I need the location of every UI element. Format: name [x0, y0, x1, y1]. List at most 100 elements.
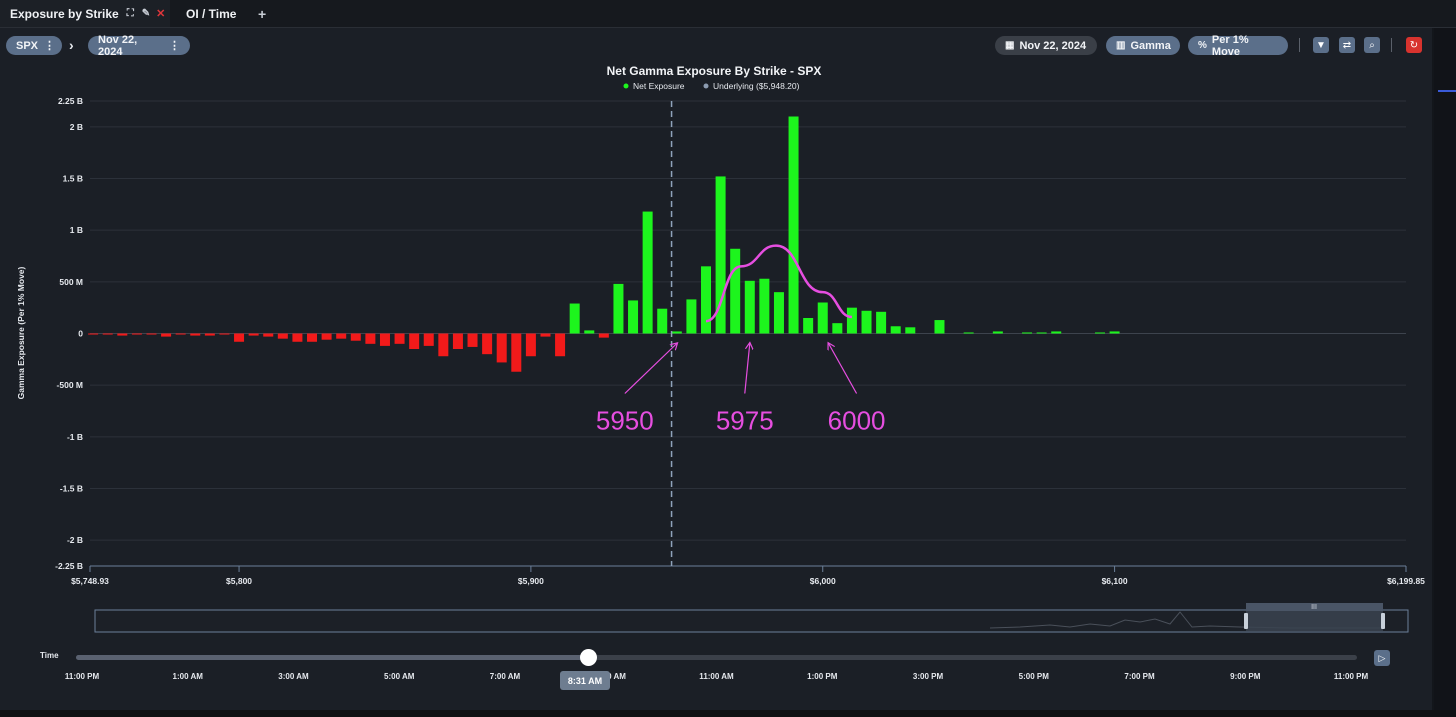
- bar[interactable]: [1051, 331, 1062, 334]
- bar[interactable]: [934, 320, 945, 334]
- bar[interactable]: [452, 333, 463, 350]
- bar[interactable]: [861, 310, 872, 334]
- bar[interactable]: [336, 333, 347, 339]
- navigator-grip[interactable]: [1246, 603, 1383, 611]
- tab-exposure-by-strike[interactable]: Exposure by Strike ⛶ ✎ ✕: [0, 0, 170, 27]
- bar[interactable]: [584, 330, 595, 334]
- bar[interactable]: [248, 333, 259, 336]
- bar[interactable]: [759, 278, 770, 334]
- bar[interactable]: [146, 333, 157, 335]
- greek-selector[interactable]: ▥ Gamma: [1106, 36, 1180, 55]
- bar[interactable]: [628, 300, 639, 334]
- reset-icon[interactable]: ↻: [1406, 37, 1422, 53]
- bar[interactable]: [204, 333, 215, 336]
- bar[interactable]: [540, 333, 551, 337]
- time-slider-track[interactable]: [76, 655, 1357, 660]
- navigator-handle-right[interactable]: [1381, 613, 1385, 629]
- annotation-label: 5950: [596, 406, 654, 436]
- bar[interactable]: [642, 211, 653, 334]
- time-tick-label: 11:00 PM: [64, 672, 100, 681]
- bar[interactable]: [511, 333, 522, 372]
- bar[interactable]: [423, 333, 434, 346]
- bar[interactable]: [365, 333, 376, 344]
- bar[interactable]: [686, 299, 697, 334]
- bar[interactable]: [744, 280, 755, 334]
- legend-label-net-exposure[interactable]: Net Exposure: [633, 81, 685, 91]
- bar[interactable]: [890, 326, 901, 334]
- bar[interactable]: [321, 333, 332, 340]
- bar[interactable]: [1109, 331, 1120, 334]
- bar[interactable]: [846, 307, 857, 334]
- bar[interactable]: [876, 311, 887, 334]
- bar[interactable]: [88, 333, 99, 335]
- bar[interactable]: [263, 333, 274, 337]
- bar[interactable]: [190, 333, 201, 336]
- bar[interactable]: [657, 308, 668, 334]
- bar[interactable]: [438, 333, 449, 357]
- plus-icon[interactable]: +: [258, 5, 267, 22]
- navigator-handle-left[interactable]: [1244, 613, 1248, 629]
- bar[interactable]: [569, 303, 580, 334]
- bar[interactable]: [803, 318, 814, 334]
- bar[interactable]: [350, 333, 361, 341]
- bar[interactable]: [219, 333, 230, 335]
- pencil-icon[interactable]: ✎: [141, 8, 151, 19]
- legend-label-underlying[interactable]: Underlying ($5,948.20): [713, 81, 800, 91]
- bar[interactable]: [613, 283, 624, 334]
- bar[interactable]: [905, 327, 916, 334]
- bar[interactable]: [730, 248, 741, 334]
- bar[interactable]: [963, 332, 974, 334]
- bar[interactable]: [131, 333, 142, 335]
- bar[interactable]: [832, 323, 843, 334]
- bar[interactable]: [234, 333, 245, 342]
- y-tick-label: 0: [78, 329, 83, 339]
- bar[interactable]: [277, 333, 288, 339]
- bar[interactable]: [307, 333, 318, 342]
- mode-selector[interactable]: % Per 1% Move: [1188, 34, 1288, 58]
- play-icon[interactable]: ▷: [1374, 650, 1390, 666]
- close-icon[interactable]: ✕: [156, 8, 166, 20]
- bar[interactable]: [671, 331, 682, 334]
- bar[interactable]: [102, 333, 113, 335]
- bar[interactable]: [175, 333, 186, 335]
- bar[interactable]: [788, 116, 799, 334]
- zoom-icon[interactable]: ⌕: [1364, 37, 1380, 53]
- date-picker-button[interactable]: ▦ Nov 22, 2024: [995, 36, 1097, 55]
- bar[interactable]: [817, 302, 828, 334]
- tab-oi-time[interactable]: OI / Time: [186, 0, 236, 27]
- bar[interactable]: [292, 333, 303, 342]
- bar[interactable]: [117, 333, 128, 336]
- tab-bar: Exposure by Strike ⛶ ✎ ✕ OI / Time +: [0, 0, 1456, 28]
- time-slider-thumb[interactable]: [580, 649, 598, 666]
- bar[interactable]: [1094, 332, 1105, 334]
- chart-panel: [0, 28, 1432, 710]
- bar[interactable]: [992, 331, 1003, 334]
- bar[interactable]: [394, 333, 405, 344]
- bar[interactable]: [1022, 332, 1033, 334]
- date-picker-label: Nov 22, 2024: [1019, 39, 1087, 52]
- x-tick-label: $6,100: [1102, 576, 1128, 586]
- bar[interactable]: [701, 266, 712, 334]
- time-tick-label: 11:00 PM: [1333, 672, 1369, 681]
- annotation-label: 5975: [716, 406, 774, 436]
- symbol-selector[interactable]: SPX ⋮: [6, 36, 62, 55]
- filter-icon[interactable]: ▼: [1313, 37, 1329, 53]
- bar[interactable]: [1036, 332, 1047, 334]
- bar[interactable]: [482, 333, 493, 355]
- expand-icon[interactable]: ⛶: [126, 8, 134, 19]
- bar[interactable]: [379, 333, 390, 346]
- date-selector[interactable]: Nov 22, 2024 ⋮: [88, 34, 190, 58]
- right-scroll-strip[interactable]: [1434, 28, 1456, 710]
- bar[interactable]: [496, 333, 507, 363]
- bar[interactable]: [525, 333, 536, 357]
- bar[interactable]: [467, 333, 478, 347]
- bar[interactable]: [598, 333, 609, 338]
- bar[interactable]: [409, 333, 420, 350]
- compare-icon[interactable]: ⇄: [1339, 37, 1355, 53]
- bar[interactable]: [715, 176, 726, 334]
- range-navigator[interactable]: [94, 609, 1409, 633]
- bar[interactable]: [555, 333, 566, 357]
- bar[interactable]: [773, 292, 784, 334]
- bar[interactable]: [161, 333, 172, 337]
- navigator-selection[interactable]: [1246, 611, 1383, 631]
